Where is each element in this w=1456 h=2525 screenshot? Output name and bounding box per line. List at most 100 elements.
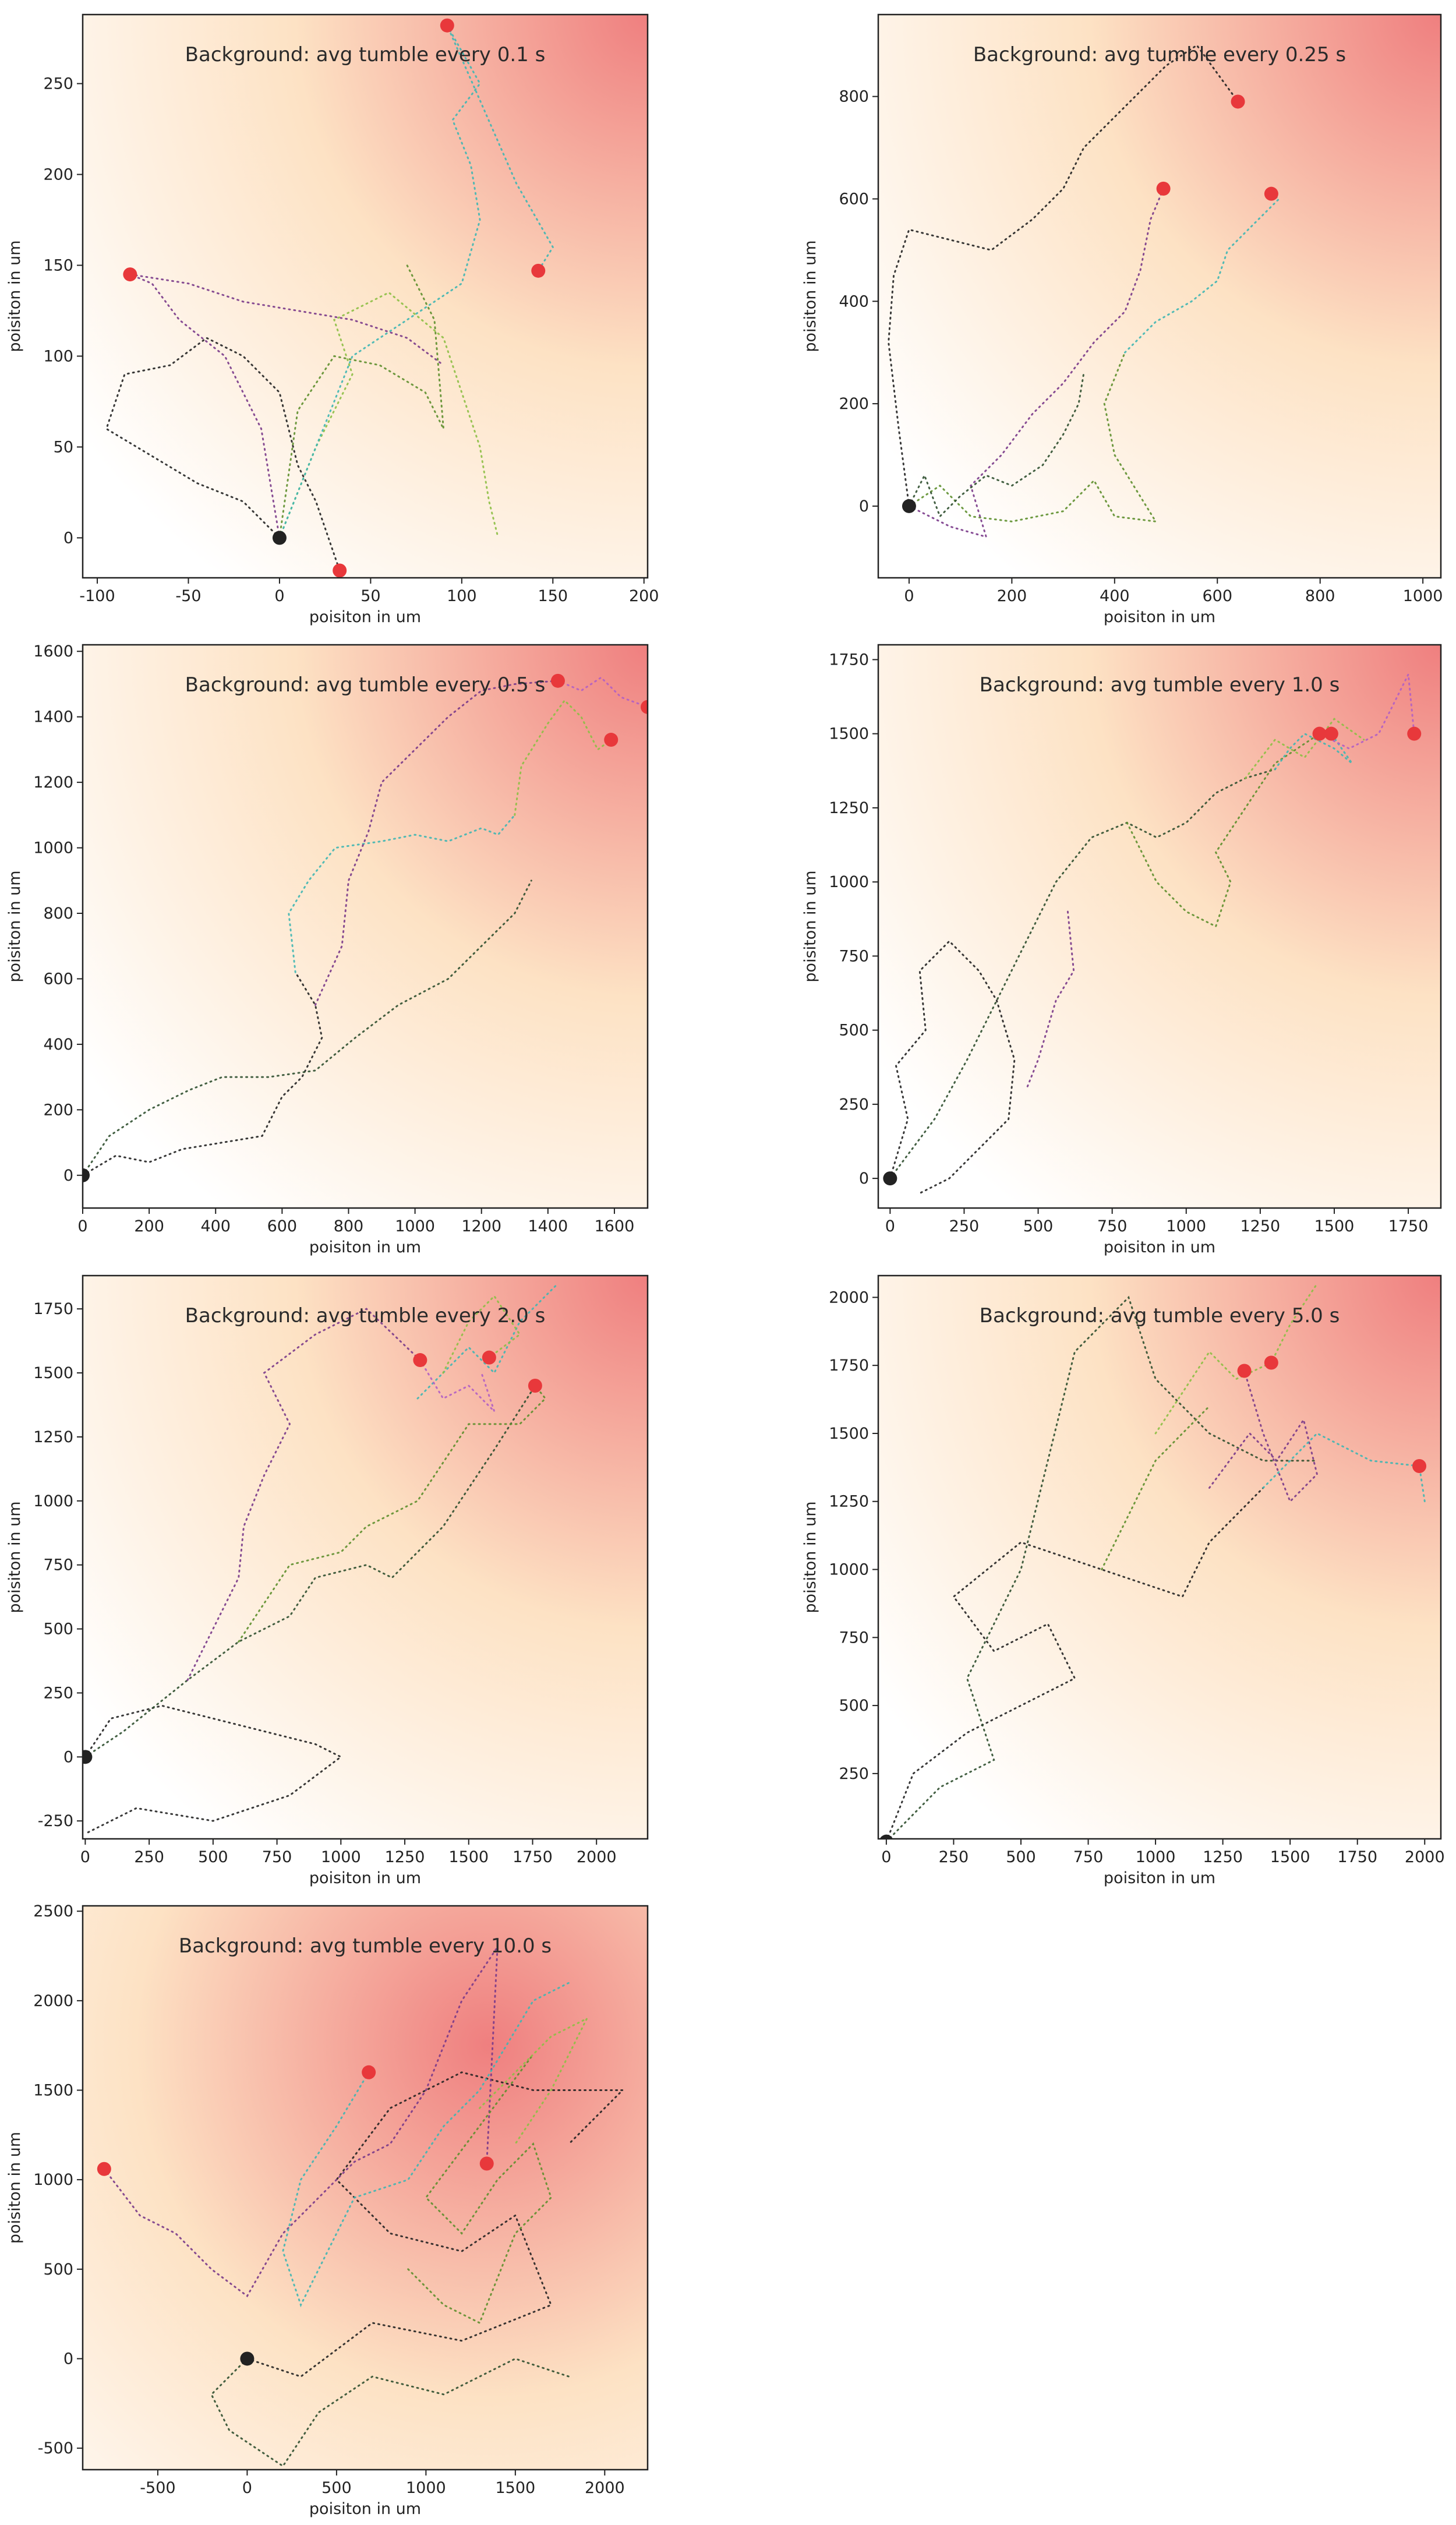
trajectory-4 xyxy=(1262,1432,1426,1503)
y-tick-label: 250 xyxy=(839,1096,869,1114)
trajectory-3 xyxy=(238,1385,547,1643)
x-tick-label: 1000 xyxy=(1166,1217,1206,1235)
trajectory-2 xyxy=(889,768,1276,1179)
y-tick-label: 500 xyxy=(839,1697,869,1715)
y-tick-label: 1250 xyxy=(829,799,869,817)
trajectory-6 xyxy=(1244,718,1365,779)
end-point-2 xyxy=(482,1350,496,1365)
trajectory-4 xyxy=(314,680,559,1006)
panel-title: Background: avg tumble every 0.1 s xyxy=(185,43,546,66)
background-gradient xyxy=(878,1276,1441,1839)
y-tick-label: 1600 xyxy=(33,642,73,661)
panel-5: 0 250 500 750 1000 1250 1500 1750 2000 -250 0 250 50… xyxy=(6,1274,649,1887)
x-tick-label: 750 xyxy=(1097,1217,1128,1235)
x-tick-label: 0 xyxy=(881,1848,891,1866)
x-tick-label: 1200 xyxy=(461,1217,501,1235)
trajectory-2 xyxy=(129,273,444,539)
y-tick-label: 0 xyxy=(859,497,869,515)
x-tick-label: 0 xyxy=(77,1217,87,1235)
y-tick-label: 1500 xyxy=(33,1364,73,1382)
y-tick-label: 400 xyxy=(839,292,869,310)
end-point-2 xyxy=(1324,726,1338,741)
x-tick-label: 250 xyxy=(949,1217,980,1235)
panel-2: 0 200 400 600 800 1000 0 200 400 600 800 poisiton i… xyxy=(801,13,1443,626)
x-tick-label: 1000 xyxy=(321,1848,361,1866)
start-point xyxy=(883,1171,897,1186)
end-point-2 xyxy=(1231,94,1245,109)
start-point xyxy=(902,499,916,513)
y-tick-label: 100 xyxy=(43,347,73,365)
y-tick-label: 1750 xyxy=(33,1300,73,1318)
trajectory-1 xyxy=(83,971,323,1177)
y-tick-label: 0 xyxy=(63,529,73,547)
end-point-3 xyxy=(1412,1459,1427,1474)
x-tick-label: 400 xyxy=(200,1217,231,1235)
y-tick-label: 1750 xyxy=(829,651,869,669)
panel-title: Background: avg tumble every 0.25 s xyxy=(973,43,1346,66)
trajectory-1 xyxy=(84,1704,343,1835)
x-tick-label: 1500 xyxy=(1314,1217,1355,1235)
y-tick-label: 1200 xyxy=(33,774,73,792)
start-point xyxy=(83,1750,93,1764)
y-tick-label: 200 xyxy=(43,1101,73,1119)
x-tick-label: 500 xyxy=(1006,1848,1036,1866)
y-tick-label: 1500 xyxy=(829,725,869,743)
panel-title: Background: avg tumble every 5.0 s xyxy=(980,1304,1340,1327)
x-axis-label: poisiton in um xyxy=(309,1238,421,1256)
axes-frame xyxy=(82,13,649,579)
end-point-3 xyxy=(333,563,347,578)
x-tick-label: 100 xyxy=(447,587,477,605)
x-axis-label: poisiton in um xyxy=(309,2500,421,2518)
trajectory-3 xyxy=(288,814,516,973)
y-tick-label: 2500 xyxy=(33,1902,73,1920)
x-tick-label: -50 xyxy=(175,587,201,605)
background-gradient xyxy=(83,645,648,1208)
y-axis-label: poisiton in um xyxy=(6,240,24,352)
x-tick-label: 1000 xyxy=(1136,1848,1176,1866)
end-point-2 xyxy=(362,2065,376,2079)
x-tick-label: 1400 xyxy=(528,1217,568,1235)
end-point-2 xyxy=(440,18,454,33)
x-tick-label: 250 xyxy=(134,1848,164,1866)
trajectory-5 xyxy=(908,372,1085,518)
end-point-3 xyxy=(641,700,648,714)
x-tick-label: 1250 xyxy=(385,1848,425,1866)
x-tick-label: 1600 xyxy=(595,1217,635,1235)
y-tick-label: 750 xyxy=(43,1556,73,1574)
panel-title: Background: avg tumble every 2.0 s xyxy=(185,1304,546,1327)
y-tick-label: -500 xyxy=(38,2439,73,2457)
trajectory-1 xyxy=(105,337,341,571)
x-tick-label: 200 xyxy=(134,1217,164,1235)
end-point-1 xyxy=(1312,726,1327,741)
end-point-2 xyxy=(1264,1355,1278,1370)
y-axis-label: poisiton in um xyxy=(801,870,819,982)
trajectory-2 xyxy=(210,2357,570,2467)
y-tick-label: -250 xyxy=(38,1812,73,1830)
x-axis-label: poisiton in um xyxy=(309,608,421,626)
y-tick-label: 250 xyxy=(839,1765,869,1783)
end-point-4 xyxy=(531,263,546,278)
y-tick-label: 500 xyxy=(43,2261,73,2279)
trajectory-4 xyxy=(278,264,444,539)
trajectory-2 xyxy=(84,1385,536,1758)
background-gradient xyxy=(878,645,1441,1208)
y-tick-label: 1000 xyxy=(33,839,73,857)
x-axis-label: poisiton in um xyxy=(1104,1869,1215,1887)
x-tick-label: 50 xyxy=(361,587,380,605)
x-tick-label: 1250 xyxy=(1203,1848,1243,1866)
end-point-2 xyxy=(604,733,619,747)
y-tick-label: 0 xyxy=(859,1170,869,1188)
trajectories xyxy=(83,673,648,1182)
panel-1: -100 -50 0 50 100 150 200 0 50 100 150 200 250 poisit… xyxy=(6,13,659,626)
x-axis-label: poisiton in um xyxy=(1104,608,1215,626)
background-gradient xyxy=(83,1906,648,2470)
panel-title: Background: avg tumble every 0.5 s xyxy=(185,673,546,697)
x-tick-label: 400 xyxy=(1100,587,1130,605)
y-tick-label: 800 xyxy=(43,905,73,923)
end-point-3 xyxy=(1407,726,1422,741)
y-tick-label: 2000 xyxy=(829,1288,869,1306)
axes-frame xyxy=(82,644,649,1209)
y-tick-label: 800 xyxy=(839,88,869,106)
trajectories xyxy=(883,671,1422,1195)
y-axis-label: poisiton in um xyxy=(6,870,24,982)
